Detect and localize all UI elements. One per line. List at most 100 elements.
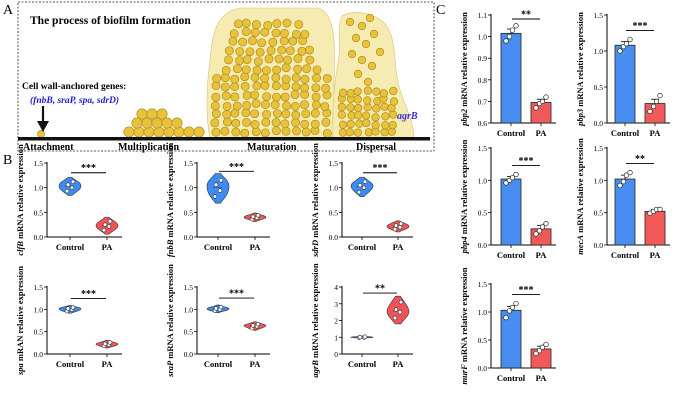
bacterial-cell (300, 83, 309, 93)
y-axis-label: pbp4 mRNA relative expression (459, 139, 469, 254)
x-label-control: Control (204, 359, 233, 369)
data-point (255, 213, 261, 218)
bacterial-cell (346, 103, 355, 112)
bacterial-cell (283, 55, 293, 65)
data-point (392, 315, 398, 321)
bacterial-cell (210, 118, 220, 128)
data-point (506, 308, 513, 314)
bacterial-cell (362, 111, 371, 120)
data-point (69, 185, 75, 190)
bacterial-cell (250, 109, 260, 119)
data-point (509, 27, 516, 33)
bacterial-cell (260, 128, 270, 138)
bacterial-cell (380, 102, 389, 111)
bacterial-cell (310, 119, 320, 129)
data-point (627, 36, 633, 43)
bacterial-cell (279, 36, 289, 46)
bacterial-cell (271, 118, 281, 127)
cells-layer (37, 13, 399, 138)
data-point (503, 180, 509, 186)
chart-spa: 0.0 0.5 1.0 1.5 Control PA spa mRAN relative e… (15, 266, 122, 376)
bacterial-cell (257, 38, 267, 48)
bacterial-cell (211, 109, 221, 119)
data-point (506, 33, 513, 40)
bacterial-cell (211, 127, 221, 137)
data-point (543, 94, 549, 100)
bacterial-cell (136, 108, 148, 120)
y-tick-label: 0.5 (594, 83, 604, 92)
y-axis-label-text: mRNA relative expression (575, 12, 585, 109)
y-axis-label-text: mRNA relative expression (459, 139, 469, 236)
bacterial-cell (369, 29, 379, 39)
y-tick-label: 0.0 (478, 364, 488, 373)
bacterial-cell (193, 126, 205, 138)
y-axis-label-text: mRNA relative expression (15, 144, 25, 241)
data-point (250, 214, 256, 219)
bacterial-cell (274, 54, 284, 64)
bacterial-cell (235, 47, 245, 56)
bacterial-cell (353, 128, 362, 137)
significance-stars: ** (521, 10, 531, 21)
bacterial-cell (280, 92, 290, 102)
chart-mecA: 0.0 0.5 1.0 1.5 Control PA mecA mRNA relative … (575, 138, 670, 260)
x-label-pa: PA (536, 373, 548, 383)
x-label-control: Control (348, 359, 377, 369)
data-point (509, 304, 516, 311)
bacterial-cell (133, 126, 145, 138)
bacterial-cell (272, 92, 281, 102)
bacterial-cell (123, 126, 135, 138)
y-tick-label: 0.5 (184, 328, 194, 337)
data-point (398, 221, 404, 226)
data-point (543, 221, 549, 227)
y-axis-label-text: mRNA relative expression (459, 12, 469, 109)
bacterial-cell (220, 126, 230, 136)
bacterial-cell (221, 91, 231, 101)
y-tick-label: 1.5 (34, 283, 44, 292)
genes-list: (fnbB, sraP, spa, sdrD) (30, 95, 119, 106)
agr-label: agrB (397, 111, 418, 122)
bacterial-cell (250, 90, 259, 100)
bacterial-cell (380, 128, 389, 137)
bacterial-cell (272, 65, 282, 75)
bacterial-cell (357, 21, 367, 31)
data-point (539, 98, 546, 105)
data-point (513, 300, 519, 307)
data-point (217, 188, 223, 193)
y-axis-label-gene: pbp4 (459, 236, 469, 254)
bacterial-cell (250, 27, 260, 37)
significance-stars: ** (375, 284, 385, 295)
bacterial-cell (282, 101, 291, 111)
bacterial-cell (233, 64, 242, 74)
data-point (536, 347, 543, 354)
data-point (393, 223, 399, 228)
bacterial-cell (242, 117, 251, 127)
bacterial-cell (371, 121, 380, 130)
significance-stars: *** (633, 21, 648, 32)
y-tick-label: 1.0 (34, 305, 44, 314)
data-point (503, 314, 509, 321)
y-axis-label-gene: fnbB (165, 239, 175, 257)
x-label-pa: PA (650, 250, 662, 260)
y-tick-label: 0.0 (478, 241, 488, 250)
bacterial-cell (305, 45, 314, 55)
significance-stars: *** (229, 289, 244, 300)
y-tick-label: 0.5 (329, 208, 339, 217)
bacterial-cell (222, 110, 232, 119)
y-tick-label: 0.5 (478, 209, 488, 218)
bacterial-cell (248, 36, 257, 45)
data-point (357, 183, 363, 188)
bacterial-cell (305, 55, 315, 65)
panel-label-c: C (436, 3, 445, 18)
data-point (102, 222, 108, 227)
bacterial-cell (252, 20, 261, 30)
y-tick-label: 1.0 (184, 305, 194, 314)
bacterial-cell (371, 113, 380, 122)
data-point (647, 108, 653, 115)
bacterial-cell (230, 82, 240, 91)
y-tick-label: 1.0 (478, 33, 488, 42)
bacterial-cell (353, 69, 363, 79)
bacterial-cell (240, 72, 250, 82)
bacterial-cell (261, 117, 271, 127)
bar-control (500, 32, 522, 124)
bacterial-cell (272, 19, 282, 28)
